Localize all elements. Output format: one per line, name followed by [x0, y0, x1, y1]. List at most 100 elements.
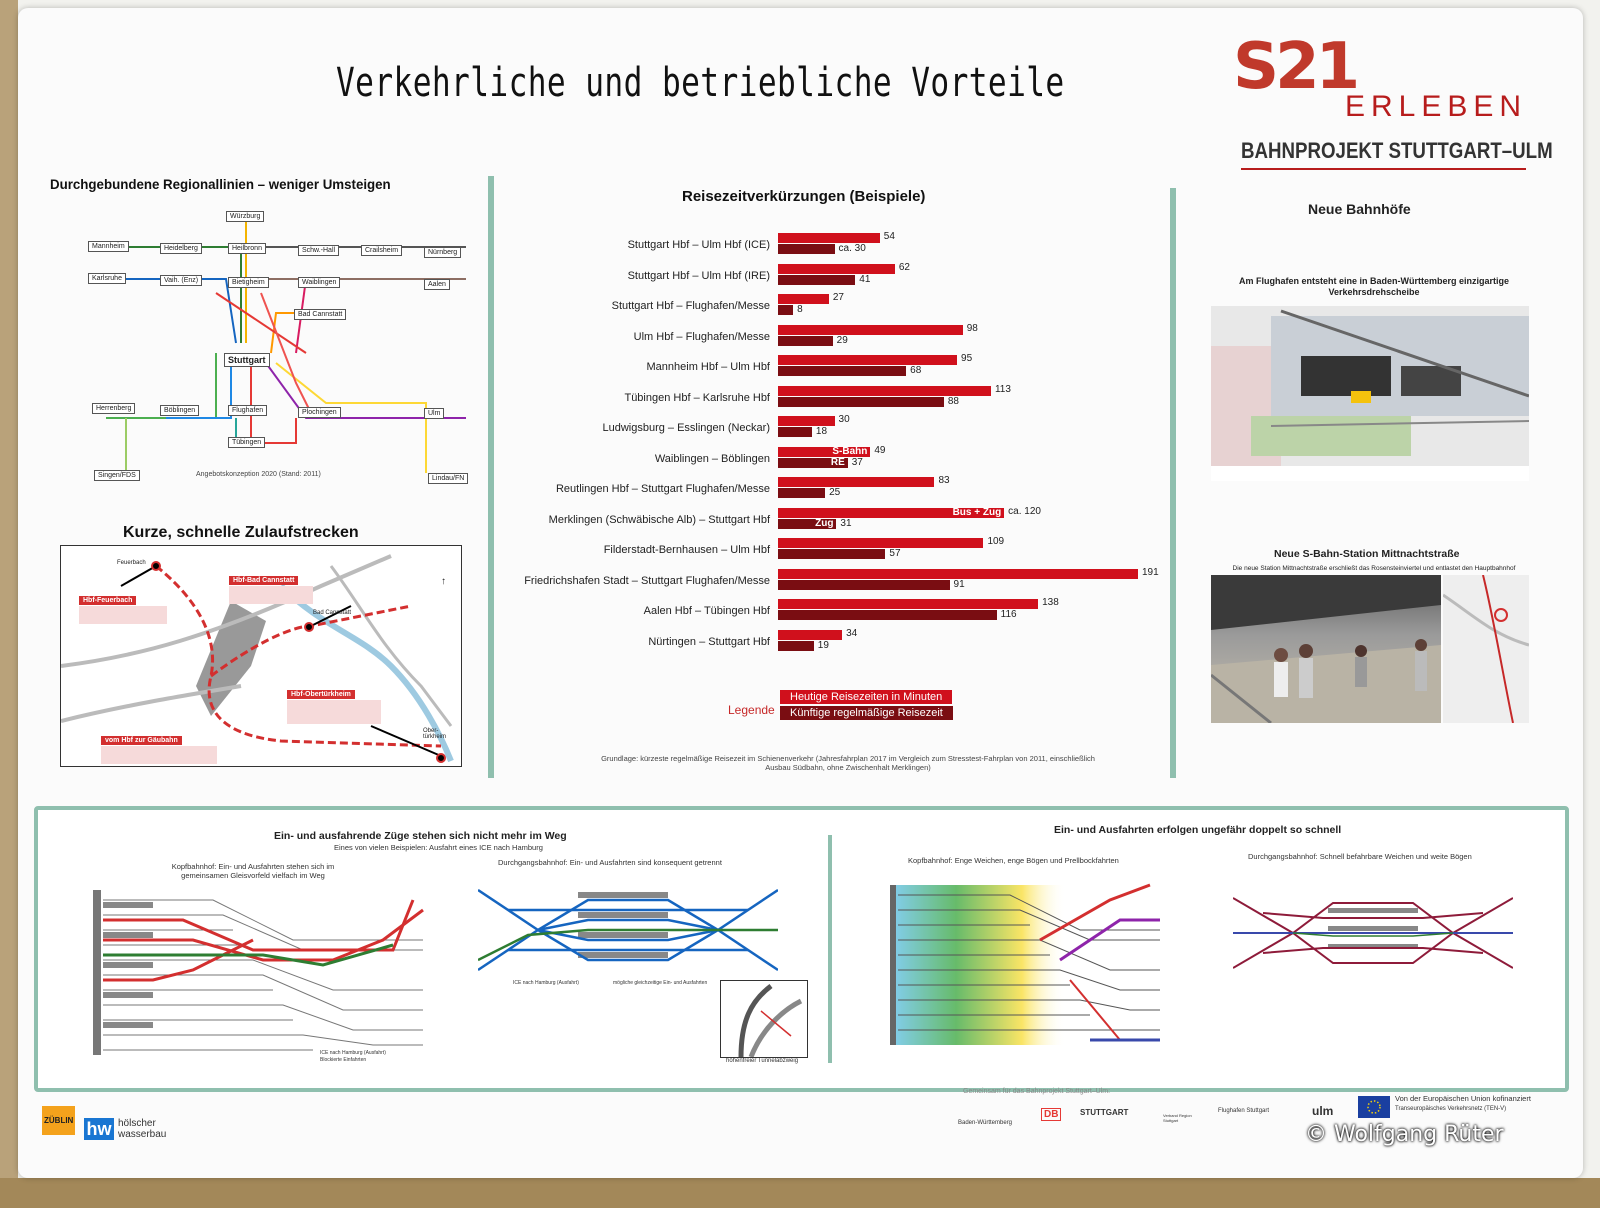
tunnel-inset — [720, 980, 808, 1058]
zueblin-logo: ZÜBLIN — [42, 1106, 76, 1135]
map-place: Feuerbach — [117, 560, 146, 566]
tunnel-caption: höhenfreier Tunnelabzweig — [726, 1058, 799, 1064]
chart-basis-note: Grundlage: kürzeste regelmäßige Reisezei… — [601, 754, 1095, 772]
bottom-right-title: Ein- und Ausfahrten erfolgen ungefähr do… — [1054, 824, 1342, 836]
value-label-future: 116 — [1000, 609, 1017, 620]
bar-future — [778, 396, 944, 407]
value-label-current: 49 — [874, 444, 886, 456]
map-tag: Hbf-Obertürkheim — [287, 690, 355, 699]
station-caption: Die neue Station Mittnachtstraße erschli… — [1232, 565, 1516, 572]
map-tag-note — [79, 606, 167, 624]
bar-future — [778, 457, 848, 468]
bar-current — [778, 568, 1138, 579]
category-label: Ulm Hbf – Flughafen/Messe — [633, 330, 770, 343]
value-label-future: 25 — [829, 487, 841, 498]
value-label-current: 54 — [883, 231, 895, 242]
eu-text: Von der Europäischen Union kofinanziert — [1395, 1094, 1531, 1103]
location-map-drawing — [1443, 575, 1529, 723]
map-place: Ober-türkheim — [423, 728, 447, 740]
station-box: Heidelberg — [160, 243, 202, 254]
value-label-future: 91 — [953, 578, 965, 590]
in-bar-label: RE — [830, 456, 845, 468]
bar-current — [778, 324, 963, 335]
station-box: Aalen — [424, 279, 450, 290]
durch-legend-item: mögliche gleichzeitige Ein- und Ausfahrt… — [613, 980, 708, 986]
durch-legend-item: ICE nach Hamburg (Ausfahrt) — [513, 980, 579, 986]
station-box: Mannheim — [88, 241, 129, 252]
kopf-label: Kopfbahnhof: Ein- und Ausfahrten stehen … — [171, 862, 335, 880]
column-divider — [1170, 188, 1176, 778]
partner-ulm: ulm — [1312, 1104, 1334, 1118]
bar-future — [778, 366, 907, 376]
in-bar-label: Bus + Zug — [952, 506, 1002, 518]
background-floor — [0, 1178, 1600, 1208]
value-label-current: 27 — [832, 292, 844, 303]
map-title: Kurze, schnelle Zulaufstrecken — [123, 524, 359, 541]
bottom-left-subtitle: Eines von vielen Beispielen: Ausfahrt ei… — [334, 843, 543, 852]
airport-plan-drawing — [1211, 306, 1529, 481]
value-label-future: 68 — [910, 365, 922, 376]
eu-subtext: Transeuropäisches Verkehrsnetz (TEN-V) — [1395, 1106, 1507, 1112]
value-label-current: 138 — [1042, 597, 1059, 608]
station-box: Stuttgart — [224, 353, 270, 367]
durch2-track-diagram — [1233, 897, 1513, 969]
logo-erleben: ERLEBEN — [1345, 90, 1528, 123]
bar-future — [778, 335, 833, 346]
bar-current — [778, 538, 984, 548]
stations-title: Neue Bahnhöfe — [1308, 201, 1411, 217]
bar-current — [778, 629, 843, 640]
bar-current — [778, 599, 1039, 609]
bar-future — [778, 305, 794, 315]
category-label: Merklingen (Schwäbische Alb) – Stuttgart… — [548, 513, 770, 526]
bar-future — [778, 427, 812, 437]
poster: Verkehrliche und betriebliche Vorteile S… — [18, 8, 1583, 1178]
station-box: Bietigheim — [228, 277, 269, 288]
page-title: Verkehrliche und betriebliche Vorteile — [336, 60, 1065, 106]
kopf-legend-item: ICE nach Hamburg (Ausfahrt) — [320, 1050, 386, 1056]
access-routes-map: Hbf-Feuerbach Hbf-Bad Cannstatt Hbf-Ober… — [60, 545, 462, 767]
category-label: Tübingen Hbf – Karlsruhe Hbf — [624, 391, 770, 404]
category-label: Friedrichshafen Stadt – Stuttgart Flugha… — [524, 574, 770, 587]
value-label-future: 19 — [817, 639, 829, 651]
network-title: Durchgebundene Regionallinien – weniger … — [50, 176, 391, 192]
logo-project: BAHNPROJEKT STUTTGART–ULM — [1241, 138, 1553, 163]
hoelscher-logo: hölscher wasserbau — [118, 1118, 167, 1140]
travel-time-chart: Stuttgart Hbf – Ulm Hbf (ICE) 54 ca. 30 Stu… — [508, 231, 1168, 703]
value-label-current: 98 — [966, 322, 978, 334]
value-label-current: 83 — [938, 475, 950, 486]
bar-current — [778, 416, 835, 426]
station-box: Bad Cannstatt — [294, 309, 347, 320]
kopf-legend-item: Blockierte Einfahrten — [320, 1057, 367, 1063]
category-label: Waiblingen – Böblingen — [654, 452, 770, 465]
logo-mark: S21 — [1233, 30, 1360, 104]
column-divider — [488, 176, 494, 778]
bar-current — [778, 507, 1005, 518]
station-photo-drawing — [1211, 575, 1441, 723]
airport-plan — [1211, 306, 1529, 481]
station-box: Herrenberg — [92, 403, 136, 414]
bar-future — [778, 488, 826, 498]
eu-stars — [1367, 1100, 1381, 1114]
bar-future — [778, 640, 814, 651]
bar-current — [778, 233, 880, 243]
hw-logo-icon: hw — [84, 1118, 114, 1140]
value-label-current: 62 — [898, 261, 910, 273]
panel-divider — [828, 835, 832, 1063]
kopf2-label: Kopfbahnhof: Enge Weichen, enge Bögen un… — [908, 856, 1119, 865]
category-label: Ludwigsburg – Esslingen (Neckar) — [602, 422, 770, 434]
bar-future — [778, 518, 837, 529]
station-photo — [1211, 575, 1441, 723]
value-label-future: 88 — [947, 395, 959, 407]
footer-joint: Gemeinsam für das Bahnprojekt Stuttgart–… — [963, 1088, 1111, 1095]
partner-airport: Flughafen Stuttgart — [1218, 1108, 1270, 1114]
partner-vrs: Verband Region Stuttgart — [1163, 1113, 1192, 1123]
legend-current: Heutige Reisezeiten in Minuten — [780, 690, 953, 704]
durch-label: Durchgangsbahnhof: Ein- und Ausfahrten s… — [498, 858, 722, 867]
value-label-future: 18 — [815, 426, 828, 437]
category-label: Stuttgart Hbf – Ulm Hbf (IRE) — [627, 269, 770, 282]
bar-future — [778, 274, 856, 285]
map-tag-note — [229, 586, 313, 604]
category-label: Mannheim Hbf – Ulm Hbf — [646, 361, 771, 373]
map-tag-note — [101, 746, 217, 764]
regional-network-diagram: Würzburg Mannheim Heidelberg Heilbronn S… — [66, 203, 476, 493]
